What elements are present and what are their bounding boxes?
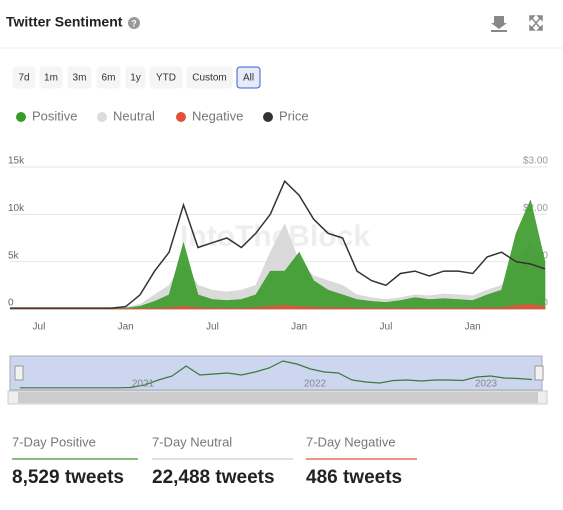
legend-swatch[interactable]	[16, 112, 26, 122]
title: Twitter Sentiment	[6, 14, 123, 30]
x-tick-label: Jan	[465, 322, 481, 333]
legend-swatch[interactable]	[263, 112, 273, 122]
x-tick-label: Jul	[380, 322, 393, 333]
stat-value: 8,529 tweets	[12, 467, 124, 488]
navigator-label: 2021	[132, 379, 155, 390]
stat-label: 7-Day Neutral	[152, 434, 232, 449]
price-line	[10, 179, 546, 309]
y-tick-label: 15k	[8, 156, 25, 167]
navigator-bg	[9, 355, 543, 391]
range-button[interactable]	[125, 66, 146, 89]
navigator-handle[interactable]	[14, 365, 24, 381]
stat-value: 22,488 tweets	[152, 467, 275, 488]
navigator-label: 2022	[304, 379, 327, 390]
range-label[interactable]: 3m	[73, 73, 87, 84]
range-label[interactable]: 1m	[44, 73, 58, 84]
stat-value: 486 tweets	[306, 467, 402, 488]
range-button[interactable]	[96, 66, 121, 89]
legend-swatch[interactable]	[176, 112, 186, 122]
range-label[interactable]: Custom	[192, 73, 226, 84]
range-button[interactable]	[12, 66, 36, 89]
sentiment-area	[10, 304, 546, 310]
range-button[interactable]	[149, 66, 183, 89]
scrollbar-thumb[interactable]	[18, 392, 538, 403]
range-button[interactable]	[39, 66, 63, 89]
legend-label[interactable]: Positive	[32, 108, 78, 123]
range-label[interactable]: 6m	[102, 73, 116, 84]
x-tick-label: Jul	[33, 322, 46, 333]
navigator-line	[20, 360, 533, 389]
y-tick-label: 0	[8, 298, 14, 309]
range-button[interactable]	[236, 66, 261, 89]
legend-label[interactable]: Negative	[192, 108, 243, 123]
legend-label[interactable]: Neutral	[113, 108, 155, 123]
legend-swatch[interactable]	[97, 112, 107, 122]
x-tick-label: Jan	[118, 322, 134, 333]
download-icon[interactable]	[491, 16, 507, 32]
help-mark: ?	[131, 18, 137, 28]
range-label[interactable]: All	[243, 73, 254, 84]
range-button[interactable]	[67, 66, 92, 89]
y2-tick-label: $2.00	[523, 203, 548, 214]
range-label[interactable]: YTD	[156, 73, 176, 84]
x-tick-label: Jul	[206, 322, 219, 333]
help-icon[interactable]	[128, 17, 140, 29]
y-tick-label: 5k	[8, 250, 20, 261]
navigator-label: 2023	[475, 379, 498, 390]
range-label[interactable]: 1y	[130, 73, 141, 84]
stat-label: 7-Day Negative	[306, 434, 396, 449]
y2-tick-label: $3.00	[523, 156, 548, 167]
stat-label: 7-Day Positive	[12, 434, 96, 449]
y-tick-label: 10k	[8, 203, 25, 214]
navigator-handle[interactable]	[534, 365, 544, 381]
x-tick-label: Jan	[291, 322, 307, 333]
range-button[interactable]	[186, 66, 233, 89]
range-label[interactable]: 7d	[18, 73, 29, 84]
legend-label[interactable]: Price	[279, 108, 309, 123]
fullscreen-icon[interactable]	[529, 15, 543, 31]
